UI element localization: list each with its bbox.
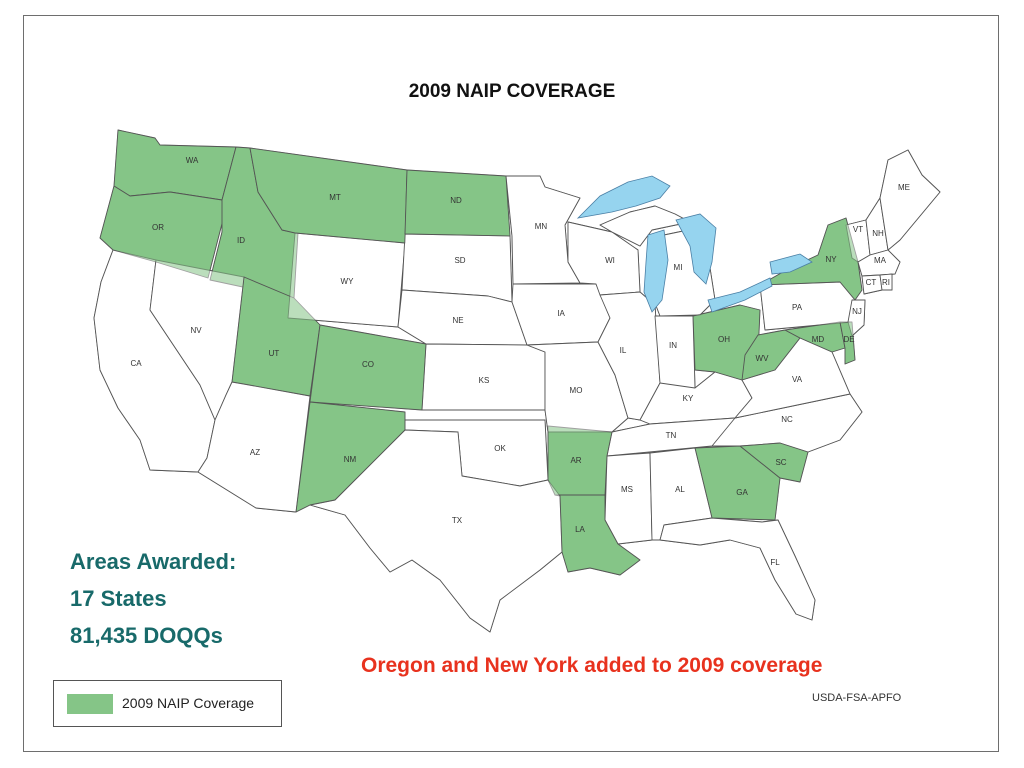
state-label-ME: ME [898,183,910,192]
state-label-VA: VA [792,375,803,384]
map-title: 2009 NAIP COVERAGE [408,81,616,102]
state-label-IA: IA [557,309,565,318]
state-label-PA: PA [792,303,803,312]
state-MS [604,452,653,545]
map-frame [23,15,999,752]
state-label-MD: MD [812,335,825,344]
state-label-NH: NH [872,229,884,238]
state-label-UT: UT [269,349,280,358]
doqq-count: 81,435 DOQQs [70,623,223,648]
state-label-GA: GA [736,488,748,497]
state-label-SD: SD [454,256,465,265]
state-label-KY: KY [683,394,694,403]
lake-huron [675,213,717,285]
state-label-RI: RI [882,278,890,287]
state-FL [659,517,816,621]
credit-text: USDA-FSA-APFO [812,692,902,704]
state-label-AZ: AZ [250,448,260,457]
state-label-TX: TX [452,516,463,525]
state-label-WA: WA [186,156,199,165]
state-label-TN: TN [666,431,677,440]
state-label-AR: AR [570,456,581,465]
state-label-VT: VT [853,225,863,234]
areas-awarded-heading: Areas Awarded: [70,549,237,574]
state-label-WY: WY [341,277,355,286]
state-label-ND: ND [450,196,462,205]
state-label-ID: ID [237,236,245,245]
state-label-WI: WI [605,256,615,265]
state-ME [879,149,941,251]
state-label-CO: CO [362,360,374,369]
lake-erie [707,277,773,313]
state-label-NJ: NJ [852,307,862,316]
areas-awarded-summary: Areas Awarded: 17 States 81,435 DOQQs [70,543,236,654]
state-label-NV: NV [190,326,202,335]
state-label-OH: OH [718,335,730,344]
coverage-note: Oregon and New York added to 2009 covera… [361,654,823,677]
state-label-MN: MN [535,222,548,231]
state-label-MI: MI [674,263,683,272]
state-label-IL: IL [620,346,627,355]
great-lakes [576,175,813,313]
state-label-MA: MA [874,256,887,265]
state-label-WV: WV [756,354,770,363]
state-label-MO: MO [570,386,583,395]
lake-ontario [769,253,813,275]
state-label-OK: OK [494,444,506,453]
state-label-FL: FL [770,558,780,567]
state-label-MT: MT [329,193,341,202]
state-WA [113,129,237,201]
state-label-IN: IN [669,341,677,350]
legend-swatch [67,694,113,714]
state-label-LA: LA [575,525,585,534]
state-label-MS: MS [621,485,633,494]
state-label-CT: CT [866,278,877,287]
state-label-NE: NE [452,316,463,325]
state-label-CA: CA [130,359,142,368]
state-label-NC: NC [781,415,793,424]
state-label-NY: NY [825,255,837,264]
state-label-OR: OR [152,223,164,232]
map-legend: 2009 NAIP Coverage [53,680,282,727]
state-label-DE: DE [843,335,854,344]
legend-label: 2009 NAIP Coverage [122,695,255,711]
lake-superior [576,175,671,219]
lake-michigan [643,229,669,313]
state-label-SC: SC [775,458,786,467]
states-count: 17 States [70,586,167,611]
state-label-NM: NM [344,455,357,464]
state-label-KS: KS [479,376,490,385]
state-label-AL: AL [675,485,685,494]
